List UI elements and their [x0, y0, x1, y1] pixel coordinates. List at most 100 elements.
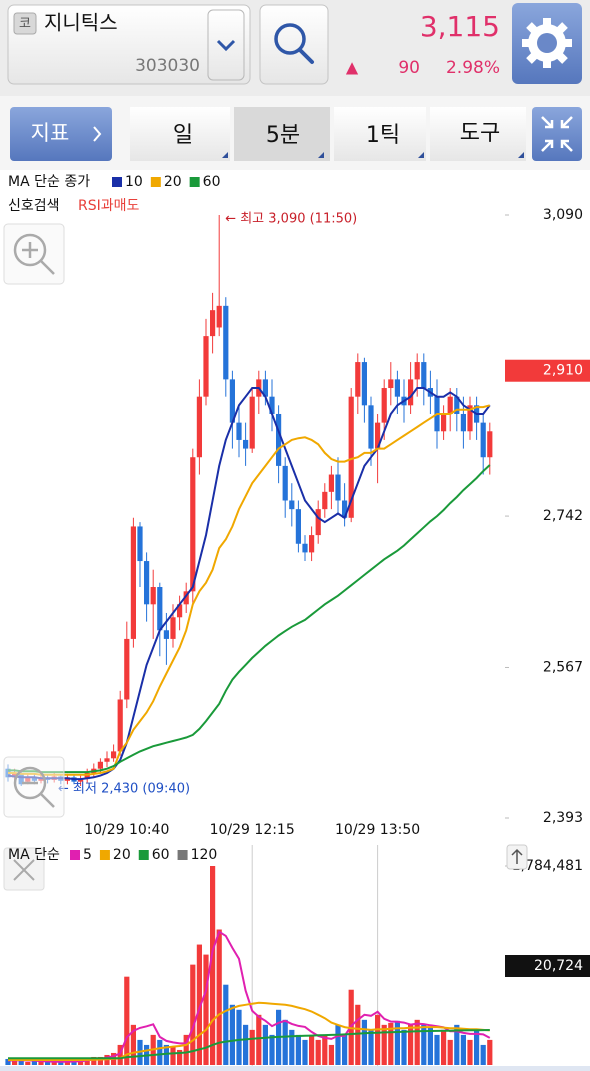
candle-body: [137, 526, 143, 562]
y-tick-label: 2,742: [543, 508, 583, 524]
low-annotation: ← 최저 2,430 (09:40): [58, 782, 190, 797]
volume-bar: [196, 944, 202, 1065]
volume-bar: [368, 1029, 374, 1065]
candle-body: [150, 587, 156, 605]
candle-body: [381, 388, 387, 423]
candle-body: [414, 362, 420, 380]
ma-line: [8, 404, 491, 776]
volume-bar: [467, 1039, 473, 1065]
volume-bar: [335, 1024, 341, 1065]
candle-body: [130, 526, 136, 639]
period-button[interactable]: [334, 107, 426, 161]
tools-label: 도구: [460, 121, 500, 146]
volume-bar: [315, 1039, 321, 1065]
stock-box[interactable]: [7, 4, 251, 85]
candle-body: [124, 638, 130, 700]
candle-body: [348, 396, 354, 518]
legend-label: 10: [125, 174, 143, 190]
y-tick-label: 3,090: [543, 207, 583, 223]
volume-bar: [216, 929, 222, 1065]
zoom-out-button[interactable]: [3, 756, 65, 818]
fullscreen-icon: [541, 116, 573, 152]
indicator-button[interactable]: [10, 107, 112, 161]
market-badge-text: 코: [19, 17, 31, 32]
volume-bar: [474, 1029, 480, 1065]
period-button-selected[interactable]: [234, 107, 330, 161]
candle-body: [335, 474, 341, 501]
volume-bar: [31, 1060, 37, 1065]
candle-body: [236, 422, 242, 440]
change-arrow: ▲: [346, 58, 359, 77]
candle-body: [388, 379, 394, 389]
candle-body: [249, 396, 255, 449]
period-button[interactable]: [130, 107, 230, 161]
candle-body: [117, 699, 123, 752]
candle-body: [111, 751, 117, 759]
legend-label: 120: [191, 847, 218, 863]
scroll-top-icon: [511, 848, 523, 864]
volume-bar: [91, 1056, 97, 1065]
candle-body: [460, 413, 466, 432]
volume-bar: [388, 1022, 394, 1065]
volume-bar: [157, 1039, 163, 1065]
gear-icon: [522, 18, 572, 68]
volume-bar: [117, 1044, 123, 1065]
candle-body: [282, 465, 288, 501]
legend-swatch: [112, 177, 122, 187]
dropdown-button[interactable]: [207, 9, 245, 81]
volume-bar: [487, 1039, 493, 1065]
candle-body: [163, 630, 169, 639]
tools-button[interactable]: [430, 107, 526, 161]
volume-bar: [210, 866, 216, 1065]
ma-line: [8, 464, 491, 774]
candle-body: [243, 439, 249, 449]
search-button[interactable]: [259, 4, 329, 85]
candle-body: [421, 362, 427, 389]
candle-body: [480, 422, 486, 458]
volume-marker-label: 20,724: [534, 958, 583, 974]
indicator-label: 지표: [31, 121, 70, 145]
legend-swatch: [177, 850, 188, 860]
volume-bar: [84, 1058, 90, 1065]
candle-body: [375, 422, 381, 449]
candle-body: [210, 310, 216, 337]
signal-name: RSI과매도: [78, 198, 140, 214]
volume-bar: [480, 1044, 486, 1065]
legend-label: 20: [113, 847, 131, 863]
fullscreen-button[interactable]: [532, 107, 582, 161]
volume-bar: [375, 1014, 381, 1065]
period-label: 1틱: [366, 123, 400, 148]
candle-body: [170, 617, 176, 639]
candle-body: [295, 509, 301, 544]
candle-body: [203, 336, 209, 397]
search-icon: [274, 23, 306, 55]
candle-body: [441, 413, 447, 432]
candle-body: [309, 535, 315, 553]
volume-bar: [177, 1049, 183, 1065]
legend-label: 60: [203, 174, 221, 190]
search-icon-handle: [298, 48, 314, 64]
candle-body: [361, 362, 367, 406]
candle-body: [276, 413, 282, 466]
volume-bar: [269, 1034, 275, 1065]
volume-bar: [236, 1009, 242, 1065]
volume-bar: [256, 1014, 262, 1065]
candle-body: [157, 587, 163, 631]
ma-line: [8, 1029, 490, 1060]
volume-bar: [322, 1034, 328, 1065]
volume-bar: [45, 1061, 51, 1065]
candle-body: [328, 474, 334, 492]
change-value: 90: [398, 58, 420, 78]
volume-bar: [309, 1034, 315, 1065]
volume-bar: [64, 1061, 70, 1065]
volume-bar: [381, 1024, 387, 1065]
volume-bar: [51, 1060, 57, 1065]
signal-label: 신호검색: [8, 198, 60, 214]
zoom-in-button[interactable]: [3, 223, 65, 285]
change-percent: 2.98%: [446, 58, 500, 78]
volume-bar: [183, 1034, 189, 1065]
candle-body: [84, 773, 90, 780]
candle-body: [289, 500, 295, 510]
x-tick-label: 10/29 12:15: [210, 822, 295, 838]
